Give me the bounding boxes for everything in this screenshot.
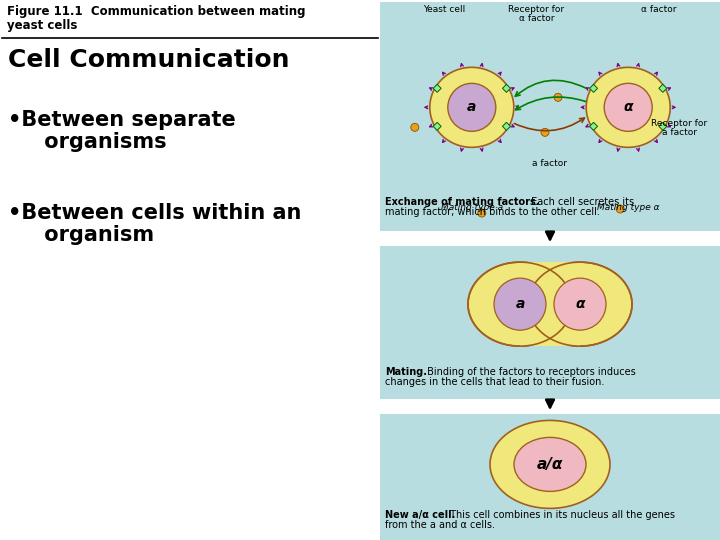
Text: •Between cells within an: •Between cells within an: [8, 203, 302, 223]
Bar: [520, 262, 580, 346]
Text: New a/α cell.: New a/α cell.: [385, 510, 455, 520]
Text: Yeast cell: Yeast cell: [423, 5, 465, 14]
Text: changes in the cells that lead to their fusion.: changes in the cells that lead to their …: [385, 377, 604, 387]
Text: Cell Communication: Cell Communication: [8, 48, 289, 72]
Circle shape: [616, 205, 624, 213]
Ellipse shape: [586, 68, 670, 147]
Text: a: a: [516, 297, 525, 311]
Polygon shape: [433, 84, 441, 92]
Circle shape: [411, 123, 419, 131]
Ellipse shape: [494, 278, 546, 330]
Ellipse shape: [514, 437, 586, 491]
Polygon shape: [503, 84, 510, 92]
Bar: [380, 2, 720, 231]
Ellipse shape: [490, 421, 610, 508]
Text: a: a: [467, 100, 477, 114]
Circle shape: [541, 129, 549, 136]
Bar: [380, 414, 720, 540]
Polygon shape: [433, 123, 441, 130]
Ellipse shape: [554, 278, 606, 330]
Circle shape: [604, 83, 652, 131]
Text: This cell combines in its nucleus all the genes: This cell combines in its nucleus all th…: [447, 510, 675, 520]
Text: Mating.: Mating.: [385, 367, 427, 377]
Text: α: α: [575, 297, 585, 311]
Ellipse shape: [528, 262, 632, 346]
Text: Each cell secretes its: Each cell secretes its: [528, 197, 634, 207]
Text: •Between separate: •Between separate: [8, 110, 235, 130]
Polygon shape: [590, 84, 598, 92]
Text: Mating type a: Mating type a: [441, 203, 503, 212]
Polygon shape: [659, 123, 667, 130]
Text: a factor: a factor: [533, 159, 567, 168]
Ellipse shape: [468, 262, 572, 346]
Bar: [380, 246, 720, 399]
Circle shape: [478, 209, 486, 217]
Text: α factor: α factor: [518, 14, 554, 23]
Text: Binding of the factors to receptors induces: Binding of the factors to receptors indu…: [424, 367, 636, 377]
Text: yeast cells: yeast cells: [7, 19, 77, 32]
Circle shape: [448, 83, 496, 131]
Text: Receptor for: Receptor for: [651, 119, 707, 129]
Text: Receptor for: Receptor for: [508, 5, 564, 14]
Polygon shape: [503, 123, 510, 130]
Text: mating factor, which binds to the other cell.: mating factor, which binds to the other …: [385, 207, 600, 217]
Text: a/α: a/α: [537, 457, 563, 472]
Text: Mating type α: Mating type α: [597, 203, 660, 212]
Text: α: α: [624, 100, 633, 114]
Text: Figure 11.1  Communication between mating: Figure 11.1 Communication between mating: [7, 5, 305, 18]
Text: from the a and α cells.: from the a and α cells.: [385, 520, 495, 530]
Ellipse shape: [430, 68, 514, 147]
Text: α factor: α factor: [641, 5, 677, 14]
Polygon shape: [590, 123, 598, 130]
Text: organisms: organisms: [8, 132, 166, 152]
Text: Exchange of mating factors.: Exchange of mating factors.: [385, 197, 539, 207]
Polygon shape: [659, 84, 667, 92]
Circle shape: [554, 93, 562, 102]
Text: a factor: a factor: [662, 129, 697, 137]
Text: organism: organism: [8, 225, 154, 245]
